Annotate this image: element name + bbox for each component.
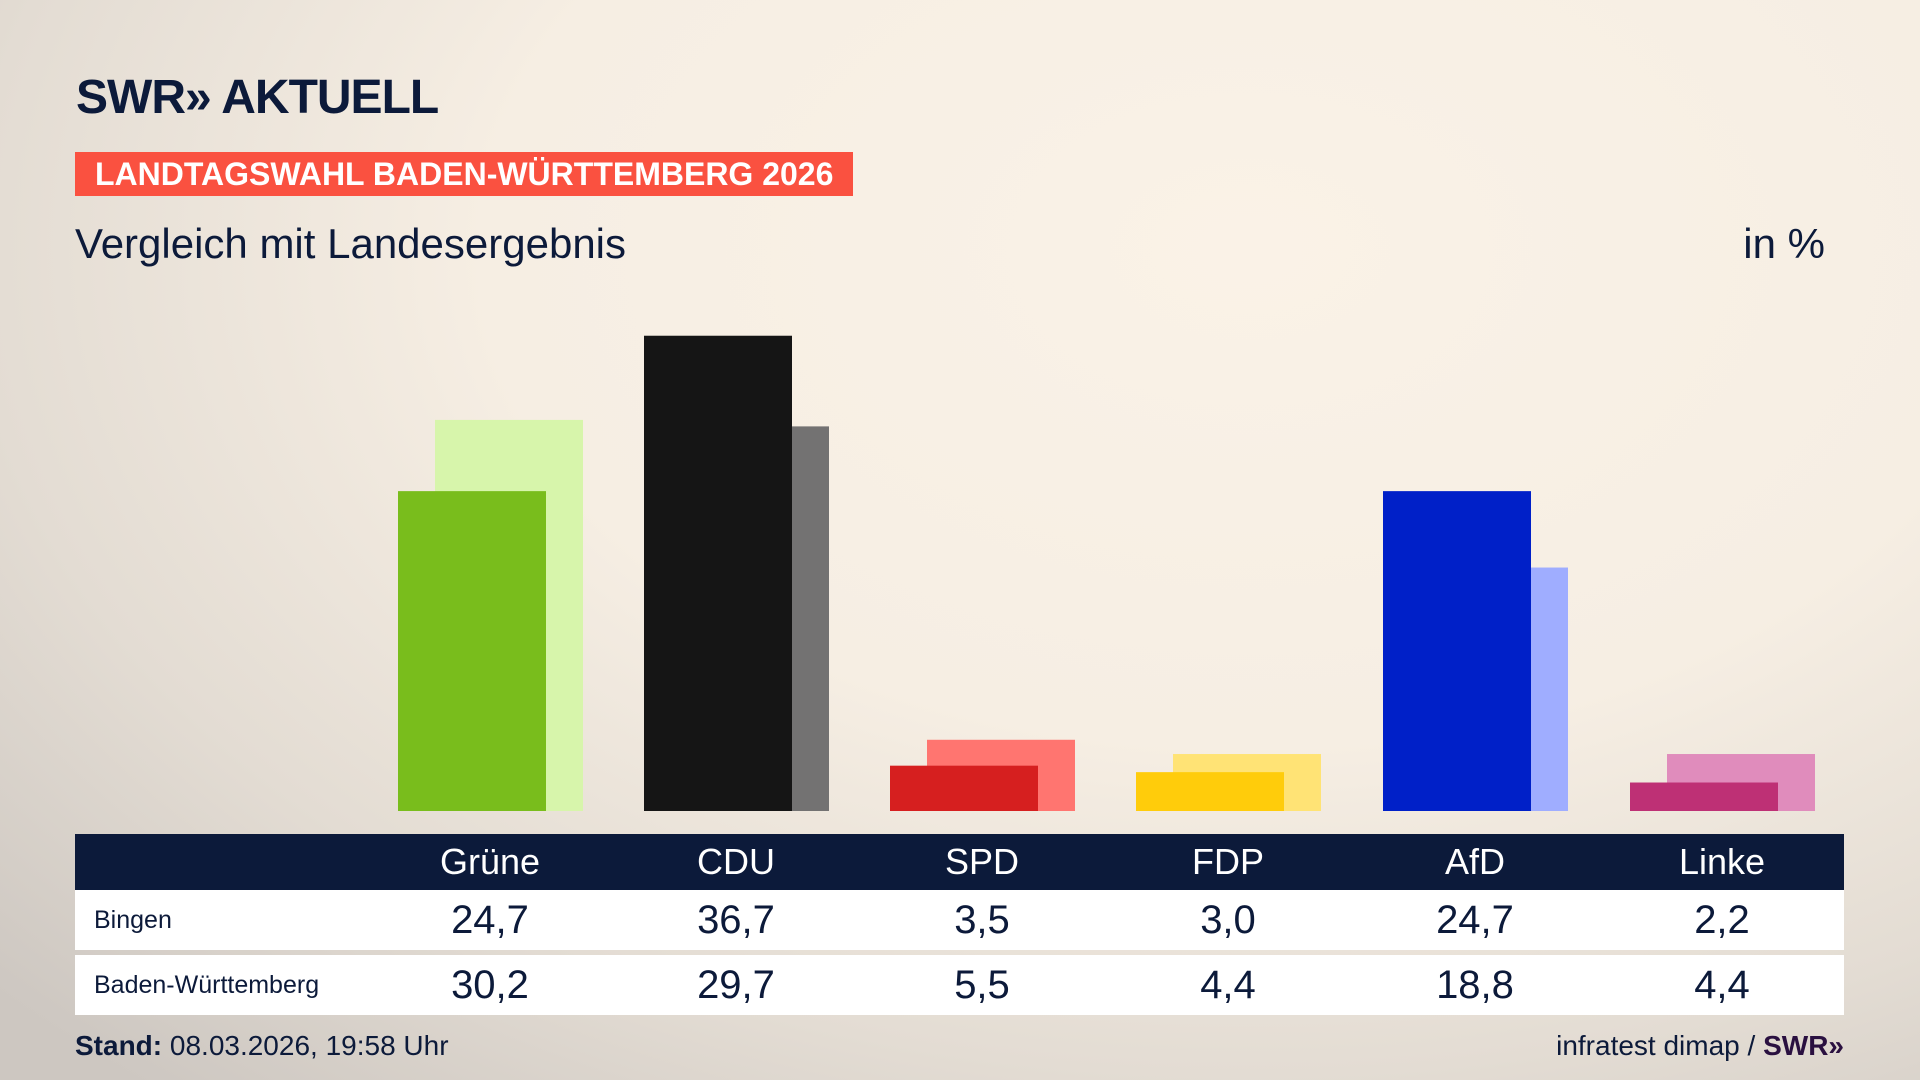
header-spd: SPD — [944, 841, 1020, 882]
value-cell: 36,7 — [697, 898, 775, 942]
unit-label: in % — [1743, 220, 1825, 267]
value-cell: 4,4 — [1200, 963, 1256, 1007]
swr-logo: SWR» — [1763, 1030, 1844, 1061]
source: infratest dimap / SWR» — [1556, 1030, 1844, 1062]
bar-bingen-grüne — [398, 491, 546, 811]
header-cdu: CDU — [697, 841, 775, 882]
value-cell: 18,8 — [1436, 963, 1514, 1007]
header-fdp: FDP — [1192, 841, 1264, 882]
election-banner: LANDTAGSWAHL BADEN-WÜRTTEMBERG 2026 — [75, 152, 854, 196]
bar-chart — [398, 335, 1815, 811]
table-header: Grüne CDU SPD FDP AfD Linke — [75, 834, 1844, 890]
value-cell: 2,2 — [1694, 898, 1750, 942]
value-cell: 30,2 — [451, 963, 529, 1007]
value-cell: 4,4 — [1694, 963, 1750, 1007]
value-cell: 29,7 — [697, 963, 775, 1007]
header-afd: AfD — [1444, 841, 1505, 882]
stand-value: 08.03.2026, 19:58 Uhr — [169, 1030, 449, 1061]
bar-bingen-linke — [1630, 782, 1778, 811]
swr-aktuell-logo: SWR» AKTUELL — [76, 71, 439, 124]
value-cell: 24,7 — [1436, 898, 1514, 942]
header-gruene: Grüne — [439, 841, 541, 882]
bar-bingen-cdu — [644, 335, 792, 811]
table-row-bingen: Bingen 24,7 36,7 3,5 3,0 24,7 2,2 — [75, 890, 1844, 950]
value-cell: 3,0 — [1200, 898, 1256, 942]
row-label: Bingen — [94, 906, 172, 934]
header-linke: Linke — [1678, 841, 1766, 882]
chart-subtitle: Vergleich mit Landesergebnis — [75, 220, 627, 267]
source-text: infratest dimap / — [1556, 1030, 1764, 1061]
bar-bingen-fdp — [1136, 772, 1284, 811]
stand-label: Stand: — [75, 1030, 163, 1061]
value-cell: 5,5 — [954, 963, 1010, 1007]
bar-bingen-afd — [1383, 491, 1531, 811]
value-cell: 24,7 — [451, 898, 529, 942]
table-row-baden-wuerttemberg: Baden-Württemberg 30,2 29,7 5,5 4,4 18,8… — [75, 955, 1844, 1015]
bar-bingen-spd — [890, 765, 1038, 811]
timestamp: Stand: 08.03.2026, 19:58 Uhr — [75, 1030, 449, 1062]
value-cell: 3,5 — [954, 898, 1010, 942]
row-label: Baden-Württemberg — [94, 971, 320, 999]
